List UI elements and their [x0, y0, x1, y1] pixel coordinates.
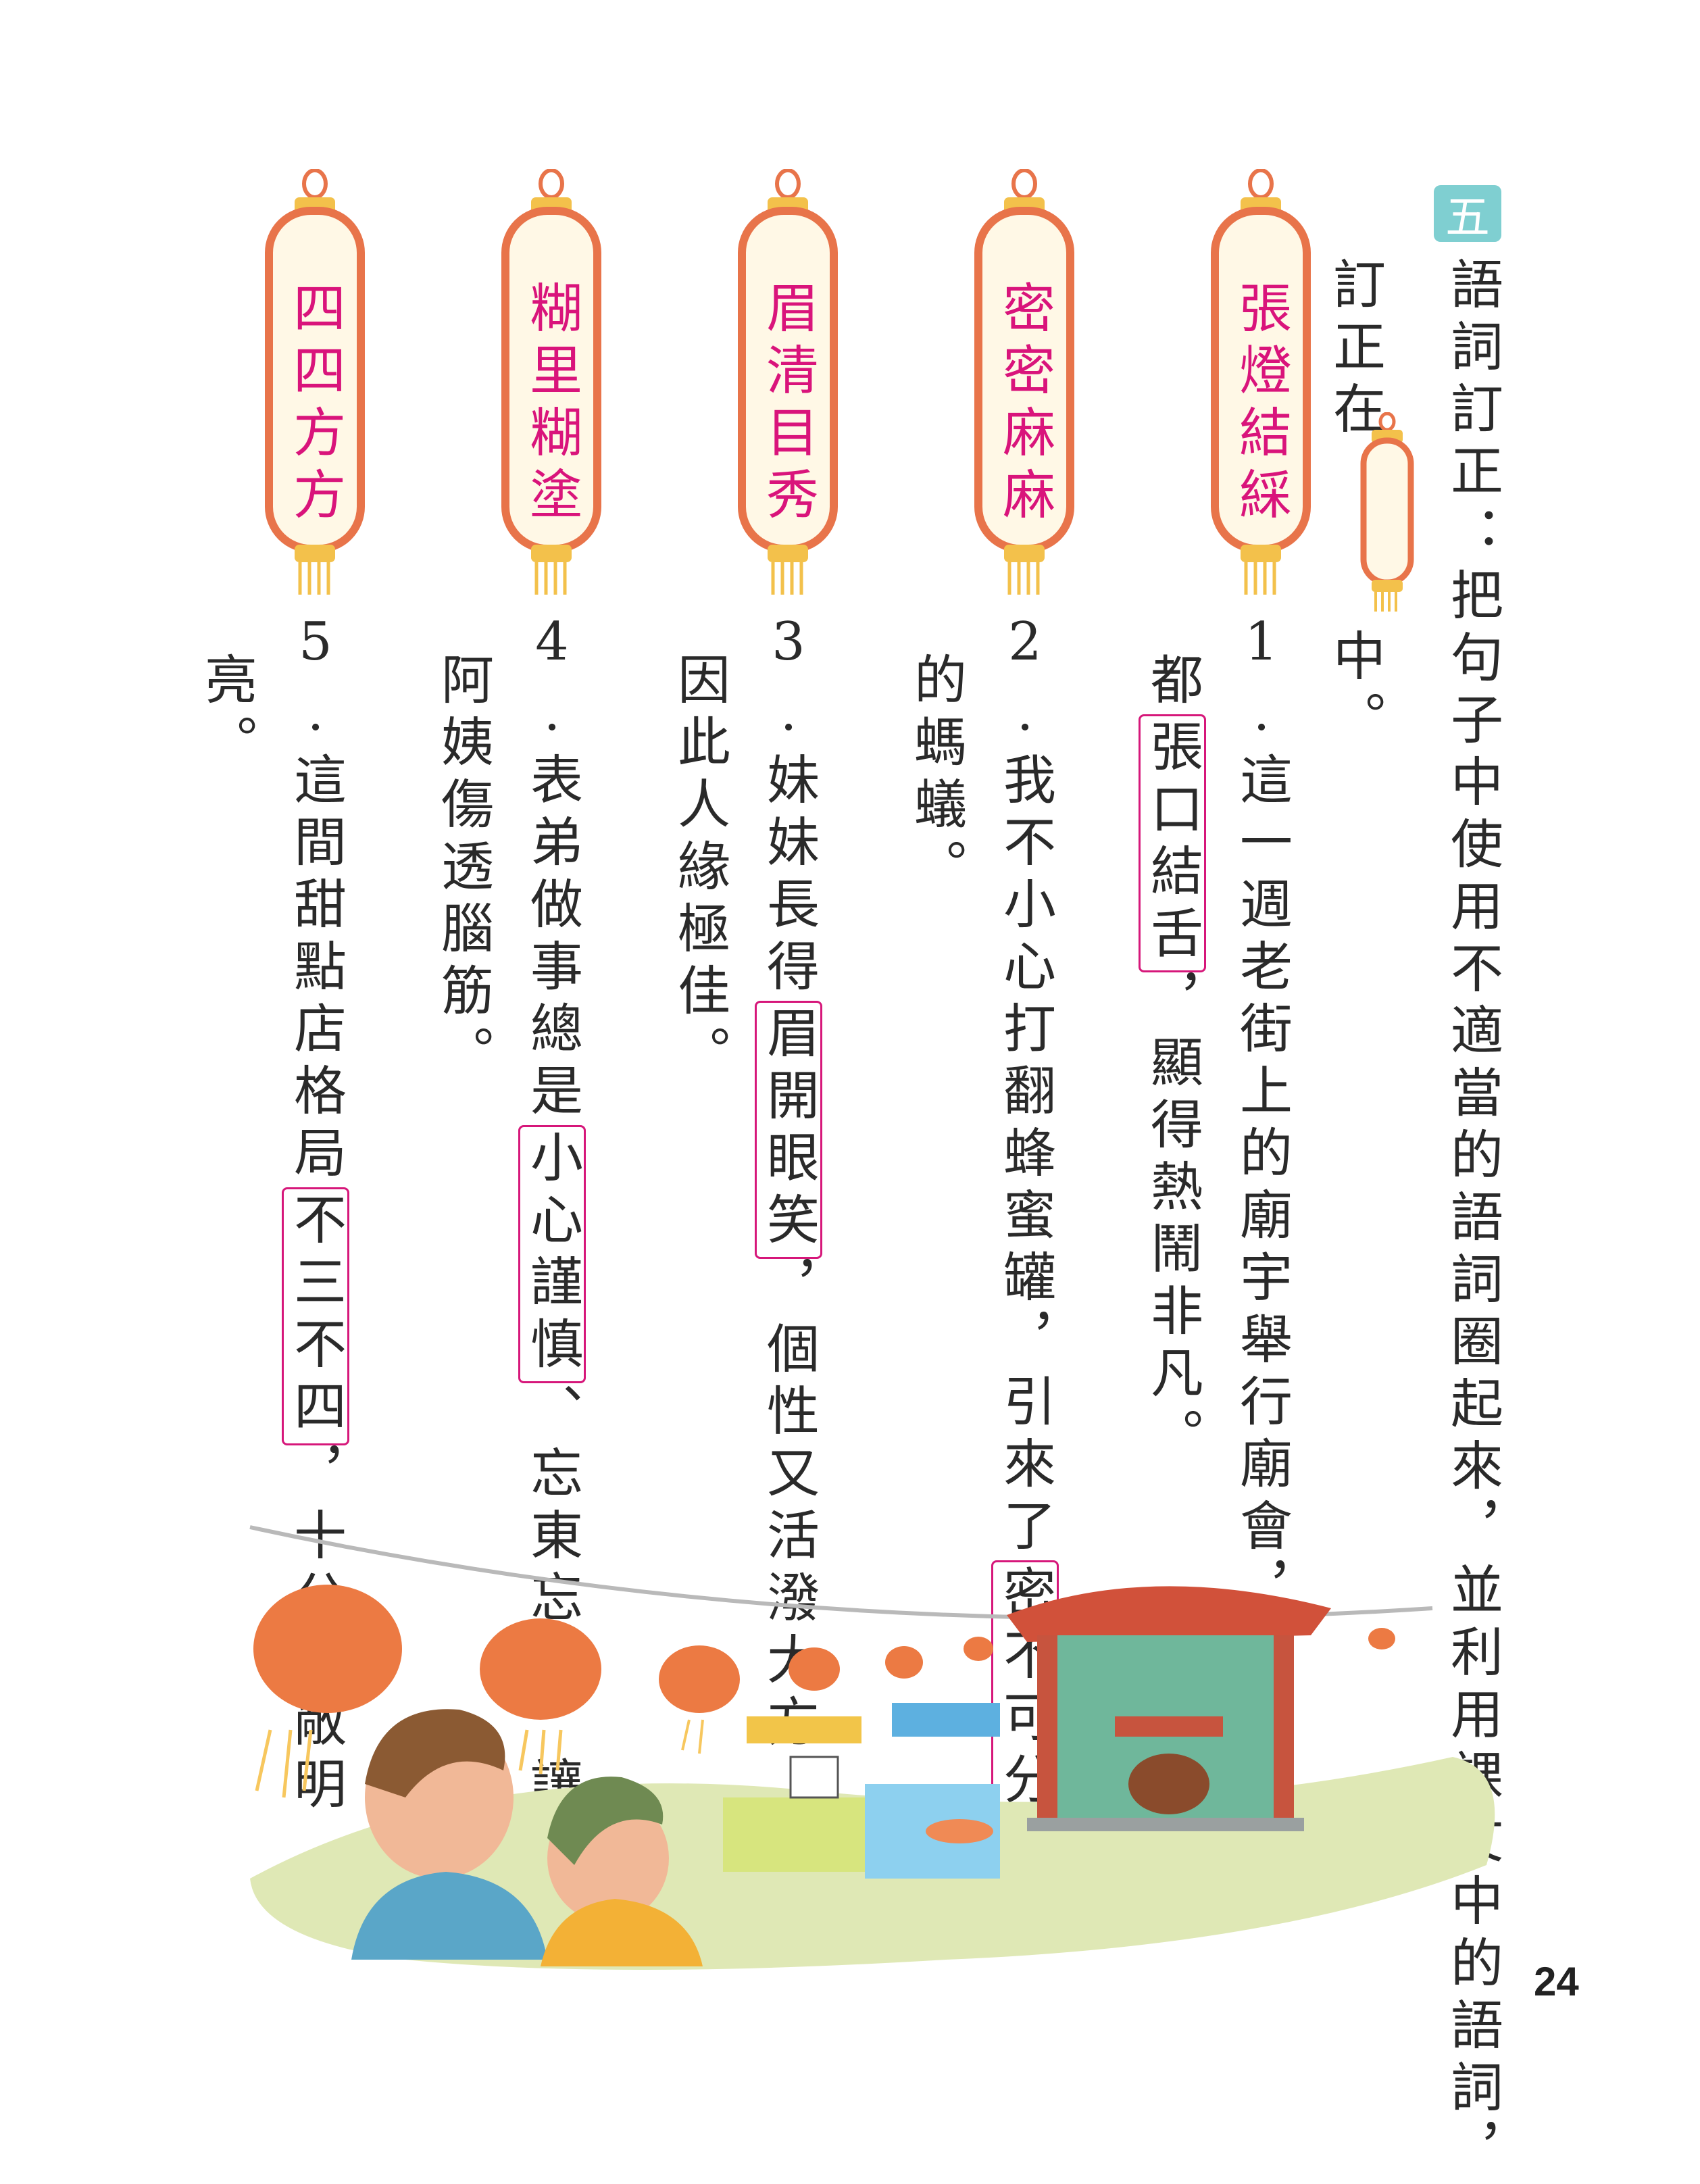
question-number: 2.	[995, 612, 1055, 752]
circled-word: 不三不四	[282, 1187, 349, 1445]
circled-word: 密不可分	[991, 1560, 1059, 1818]
circled-word: 小心謹慎	[518, 1125, 586, 1383]
lantern-icon	[974, 169, 1074, 595]
lantern-icon	[501, 169, 601, 595]
question-text: 這間甜點店格局	[285, 752, 346, 1187]
section-badge: 五	[1434, 185, 1501, 243]
question-5-line-2: 亮。	[196, 652, 257, 776]
instruction-line-1: 語詞訂正：把句子中使用不適當的語詞圈起來，並利用課文中的語詞，	[1442, 257, 1503, 2184]
mini-lantern-icon	[1360, 412, 1414, 612]
lantern-icon	[1211, 169, 1311, 595]
lantern-label: 糊里糊塗	[521, 280, 582, 529]
question-text: 表弟做事總是	[522, 752, 582, 1125]
question-5: 5.這間甜點店格局不三不四，十分寬敞明	[282, 612, 349, 1818]
instruction-line-2a: 訂正在	[1324, 257, 1385, 443]
lantern-3: 眉清目秀	[728, 169, 847, 601]
question-4-line-2: 阿姨傷透腦筋。	[432, 652, 493, 1087]
lantern-label: 眉清目秀	[757, 280, 818, 529]
lantern-icon	[738, 169, 838, 595]
lantern-icon	[265, 169, 365, 595]
circled-word: 張口結舌	[1139, 714, 1206, 972]
ground	[250, 1757, 1495, 1970]
lantern-label: 密密麻麻	[994, 280, 1055, 529]
lantern-1: 張燈結綵	[1201, 169, 1320, 601]
question-text: 妹妹長得	[758, 752, 819, 1001]
round-lanterns	[253, 1585, 1395, 1798]
question-text: 我不小心打翻蜂蜜罐，引來了	[995, 752, 1055, 1560]
lantern-4: 糊里糊塗	[492, 169, 611, 601]
question-4: 4.表弟做事總是小心謹慎、忘東忘西，讓	[518, 612, 586, 1818]
question-3: 3.妹妹長得眉開眼笑，個性又活潑大方，	[755, 612, 822, 1818]
question-number: 5.	[285, 612, 346, 752]
circled-word: 眉開眼笑	[755, 1001, 822, 1259]
question-1-line-2: 都張口結舌，顯得熱鬧非凡。	[1139, 652, 1206, 1470]
question-2-line-2: 的螞蟻。	[905, 652, 966, 901]
question-1: 1.這一週老街上的廟宇舉行廟會，商店全	[1231, 612, 1292, 1809]
question-3-line-2: 因此人緣極佳。	[669, 652, 730, 1087]
question-number: 1.	[1231, 612, 1292, 752]
instruction-line-2b: 中。	[1324, 628, 1385, 753]
lantern-label: 張燈結綵	[1230, 280, 1291, 529]
lantern-label: 四四方方	[284, 280, 345, 529]
question-number: 3.	[758, 612, 819, 752]
page-number: 24	[1534, 1959, 1579, 2004]
lantern-5: 四四方方	[255, 169, 374, 601]
question-2: 2.我不小心打翻蜂蜜罐，引來了密不可分	[991, 612, 1059, 1818]
lantern-2: 密密麻麻	[965, 169, 1084, 601]
question-text: 這一週老街上的廟宇舉行廟會，商店全	[1231, 752, 1292, 1809]
question-number: 4.	[522, 612, 582, 752]
